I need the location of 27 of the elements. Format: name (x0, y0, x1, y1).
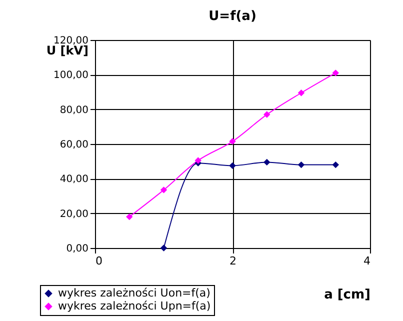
y-tick-label: 20,00 (60, 208, 88, 220)
point (298, 90, 305, 96)
point (229, 138, 236, 145)
x-tick-label: 0 (96, 254, 102, 268)
point (126, 213, 133, 220)
y-tick-label: 80,00 (60, 104, 88, 116)
y-axis-title: U [kV] (46, 44, 88, 58)
point (332, 161, 339, 168)
legend-label: wykres zależności Uon=f(a) (58, 286, 210, 300)
point (194, 157, 202, 164)
chart-title: U=f(a) (208, 9, 256, 24)
legend-label: wykres zależności Upn=f(a) (58, 300, 211, 312)
y-tick-label: 40,00 (60, 174, 88, 186)
point (229, 162, 236, 170)
point (160, 244, 168, 252)
point (298, 161, 305, 168)
point (264, 158, 270, 166)
point (264, 111, 270, 118)
y-tick-label: 60,00 (60, 140, 88, 150)
x-tick-label: 2 (230, 254, 236, 268)
x-tick-label: 4 (364, 254, 370, 268)
y-tick-label: 120,00 (54, 36, 88, 46)
y-tick-label: 0,00 (66, 244, 88, 254)
point (160, 186, 168, 194)
y-tick-label: 100,00 (54, 70, 88, 82)
point (332, 70, 339, 76)
x-axis-title: a [cm] (324, 288, 370, 302)
